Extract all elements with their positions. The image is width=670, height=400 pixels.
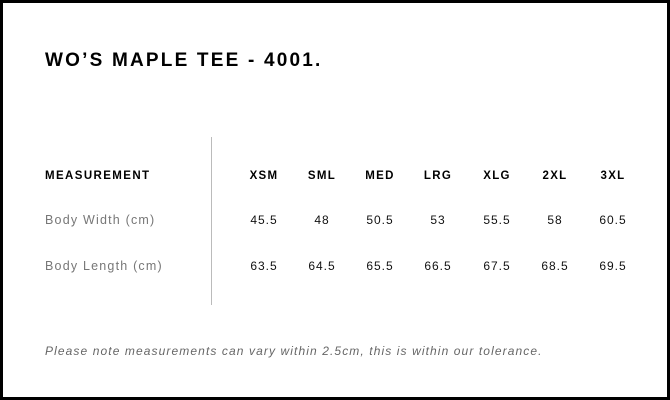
table-cell: 69.5	[599, 259, 627, 273]
size-header-3xl: 3XL	[600, 170, 626, 182]
size-header-med: MED	[365, 170, 395, 182]
size-header-sml: SML	[307, 170, 337, 182]
row-label: Body Width (cm)	[45, 213, 156, 227]
table-cell: 63.5	[250, 259, 278, 273]
tolerance-note: Please note measurements can vary within…	[45, 344, 543, 358]
header-measurement: MEASUREMENT	[45, 170, 151, 182]
table-cell: 50.5	[366, 213, 394, 227]
table-cell: 66.5	[424, 259, 452, 273]
row-label: Body Length (cm)	[45, 259, 163, 273]
table-cell: 58	[547, 213, 563, 227]
column-divider	[211, 137, 212, 305]
table-cell: 48	[314, 213, 330, 227]
table-cell: 45.5	[250, 213, 278, 227]
table-cell: 67.5	[483, 259, 511, 273]
table-cell: 53	[430, 213, 446, 227]
size-header-xsm: XSM	[249, 170, 279, 182]
size-header-xlg: XLG	[483, 170, 511, 182]
table-cell: 65.5	[366, 259, 394, 273]
table-cell: 60.5	[599, 213, 627, 227]
size-header-2xl: 2XL	[542, 170, 568, 182]
page-title: WO’S MAPLE TEE - 4001.	[45, 50, 323, 71]
table-cell: 64.5	[308, 259, 336, 273]
table-cell: 55.5	[483, 213, 511, 227]
table-cell: 68.5	[541, 259, 569, 273]
size-header-lrg: LRG	[423, 170, 453, 182]
